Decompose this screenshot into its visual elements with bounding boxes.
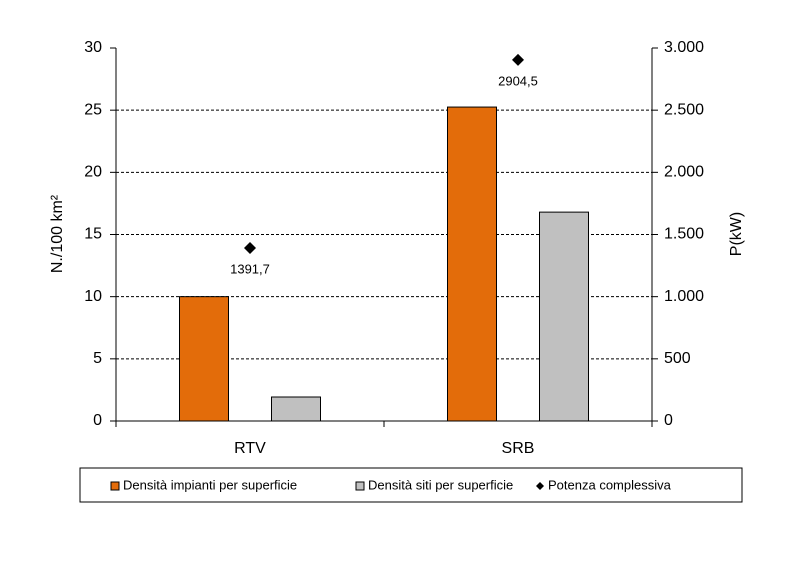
- bar: [179, 296, 229, 422]
- y-tick-label: 5: [93, 350, 102, 367]
- bar: [447, 106, 497, 422]
- x-tick-label: SRB: [502, 440, 535, 457]
- y-tick-label: 0: [93, 412, 102, 429]
- diamond-marker: [244, 241, 256, 254]
- y-tick-label: 10: [84, 288, 102, 305]
- legend-label: Densità siti per superficie: [368, 477, 513, 492]
- legend-swatch: [355, 481, 365, 491]
- legend-box: [79, 467, 743, 503]
- data-label: 2904,5: [498, 73, 538, 88]
- data-label: 1391,7: [230, 261, 270, 276]
- legend-label: Densità impianti per superficie: [123, 477, 297, 492]
- y2-tick-label: 0: [664, 412, 673, 429]
- legend-swatch: [110, 481, 120, 491]
- y2-tick-label: 2.000: [664, 164, 704, 181]
- y-axis-label: N./100 km²: [49, 194, 66, 273]
- y-tick-label: 25: [84, 101, 102, 118]
- y-tick-label: 15: [84, 226, 102, 243]
- diamond-marker: [512, 53, 524, 66]
- y2-tick-label: 2.500: [664, 101, 704, 118]
- legend-marker: [536, 482, 544, 490]
- y-tick-label: 20: [84, 164, 102, 181]
- bar: [271, 396, 321, 422]
- y2-axis-label: P(kW): [728, 212, 745, 256]
- y-tick-label: 30: [84, 39, 102, 56]
- x-tick-label: RTV: [234, 440, 266, 457]
- legend-label: Potenza complessiva: [548, 477, 672, 492]
- y2-tick-label: 500: [664, 350, 691, 367]
- y2-tick-label: 1.500: [664, 226, 704, 243]
- y2-tick-label: 1.000: [664, 288, 704, 305]
- bar: [539, 211, 589, 422]
- y2-tick-label: 3.000: [664, 39, 704, 56]
